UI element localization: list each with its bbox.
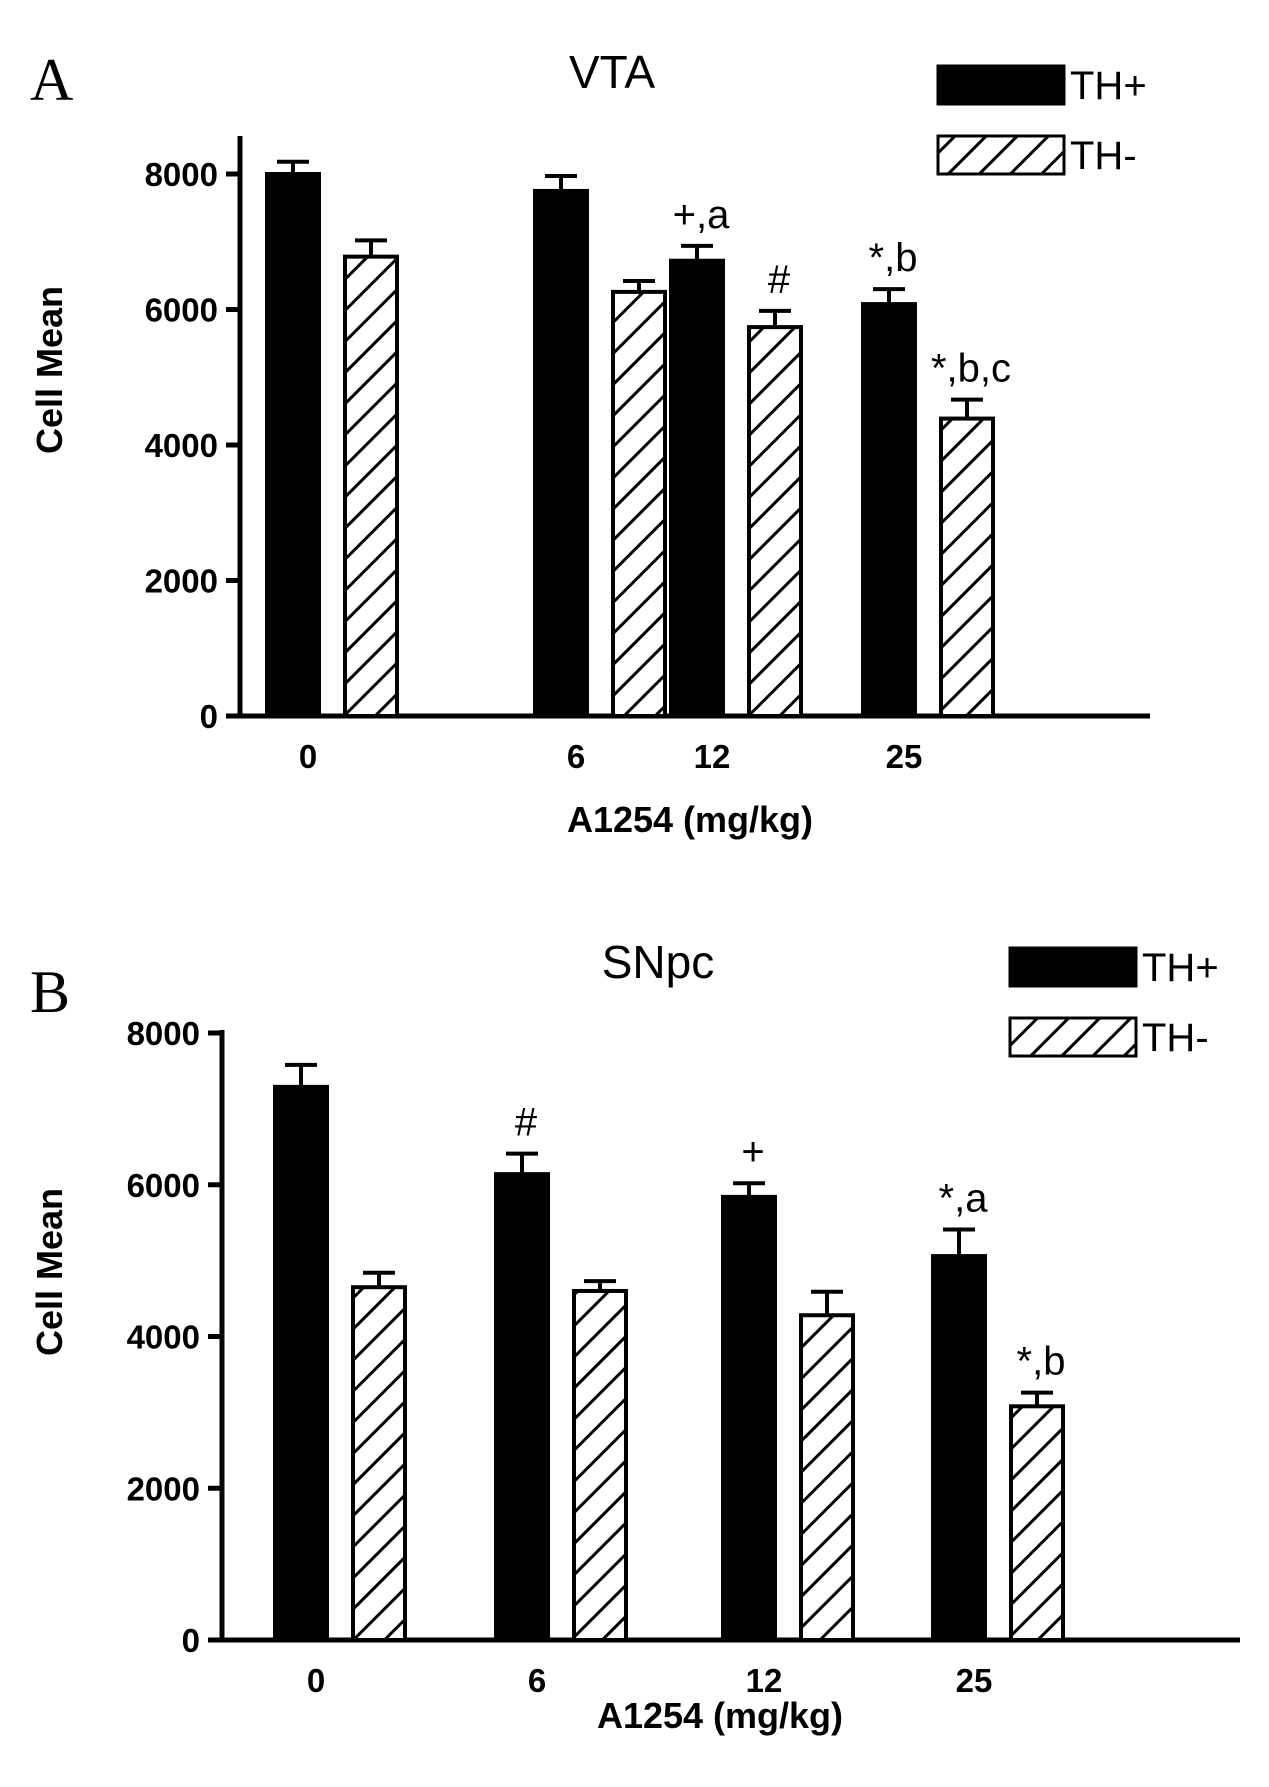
chart-title-snpc: SNpc xyxy=(602,936,714,988)
x-ticks-a: 0 6 12 25 xyxy=(299,738,923,775)
y-tick-label-b: 2000 xyxy=(127,1470,200,1507)
y-tick-label-b: 0 xyxy=(182,1622,200,1659)
legend-label-th-minus-b: TH- xyxy=(1142,1016,1209,1060)
panel-a: A VTA Cell Mean A1254 (mg/kg) 0 2000 4000 6… xyxy=(29,46,1150,840)
significance-annotation-a: *,b xyxy=(869,236,918,280)
bar-th-minus-a xyxy=(939,416,995,718)
x-ticks-b: 0 6 12 25 xyxy=(307,1662,993,1699)
bar-th-minus-b xyxy=(799,1313,855,1642)
bar-th-minus-b xyxy=(572,1288,628,1642)
panel-letter-a: A xyxy=(30,47,73,113)
significance-annotation-a: *,b,c xyxy=(931,347,1011,391)
x-tick-label-b: 12 xyxy=(746,1662,783,1699)
legend-b: TH+ TH- xyxy=(1008,946,1219,1060)
bar-th-minus-a xyxy=(747,325,803,718)
bar-th-plus-a xyxy=(669,258,725,718)
significance-annotation-b: # xyxy=(515,1101,538,1145)
x-tick-label-a: 12 xyxy=(694,738,731,775)
legend-swatch-th-minus-b xyxy=(1008,1016,1138,1058)
y-tick-label-b: 6000 xyxy=(127,1167,200,1204)
bar-th-minus-a xyxy=(343,254,399,718)
x-axis-label-a: A1254 (mg/kg) xyxy=(567,799,813,840)
y-axis-label-b: Cell Mean xyxy=(29,1188,70,1356)
bar-th-plus-a xyxy=(533,188,589,718)
bars-b xyxy=(273,1062,1065,1643)
x-tick-label-b: 6 xyxy=(528,1662,546,1699)
significance-annotation-a: # xyxy=(768,258,791,302)
x-tick-label-b: 25 xyxy=(956,1662,993,1699)
chart-title-vta: VTA xyxy=(569,46,655,98)
significance-annotation-b: + xyxy=(741,1130,764,1174)
annotations-b: # + *,a *,b xyxy=(515,1101,1066,1384)
y-tick-label-b: 8000 xyxy=(127,1015,200,1052)
legend-label-th-plus-b: TH+ xyxy=(1142,946,1219,990)
y-tick-label-a: 6000 xyxy=(145,292,218,329)
annotations-a: +,a # *,b *,b,c xyxy=(673,193,1011,391)
y-tick-label-a: 0 xyxy=(200,698,218,735)
y-ticks-b: 0 2000 4000 6000 8000 xyxy=(127,1015,222,1659)
y-tick-label-a: 8000 xyxy=(145,156,218,193)
bar-th-plus-b xyxy=(494,1172,550,1642)
significance-annotation-b: *,a xyxy=(939,1177,989,1221)
panel-letter-b: B xyxy=(30,959,70,1025)
y-tick-label-a: 4000 xyxy=(145,427,218,464)
significance-annotation-a: +,a xyxy=(673,193,730,237)
y-tick-label-a: 2000 xyxy=(145,563,218,600)
legend-label-th-plus-a: TH+ xyxy=(1070,64,1147,108)
bar-th-minus-a xyxy=(611,289,667,718)
legend-label-th-minus-a: TH- xyxy=(1070,134,1137,178)
legend-swatch-th-plus-a xyxy=(936,64,1066,106)
bar-th-minus-b xyxy=(1009,1404,1065,1643)
significance-annotation-b: *,b xyxy=(1017,1340,1066,1384)
y-ticks-a: 0 2000 4000 6000 8000 xyxy=(145,156,240,735)
x-tick-label-a: 0 xyxy=(299,738,317,775)
y-tick-label-b: 4000 xyxy=(127,1319,200,1356)
bar-th-plus-b xyxy=(931,1254,987,1642)
bars-a xyxy=(265,159,995,718)
x-tick-label-a: 25 xyxy=(886,738,923,775)
legend-swatch-th-minus-a xyxy=(936,134,1066,176)
x-axis-label-b: A1254 (mg/kg) xyxy=(597,1695,843,1736)
y-axis-label-a: Cell Mean xyxy=(29,286,70,454)
panel-b: B SNpc Cell Mean A1254 (mg/kg) 0 2000 4000… xyxy=(29,936,1240,1736)
x-tick-label-a: 6 xyxy=(567,738,585,775)
bar-th-plus-b xyxy=(273,1084,329,1642)
bar-th-plus-a xyxy=(861,302,917,718)
legend-a: TH+ TH- xyxy=(936,64,1147,178)
x-tick-label-b: 0 xyxy=(307,1662,325,1699)
bar-th-plus-b xyxy=(721,1194,777,1642)
bar-th-minus-b xyxy=(351,1285,407,1643)
legend-swatch-th-plus-b xyxy=(1008,946,1138,988)
bar-th-plus-a xyxy=(265,172,321,718)
